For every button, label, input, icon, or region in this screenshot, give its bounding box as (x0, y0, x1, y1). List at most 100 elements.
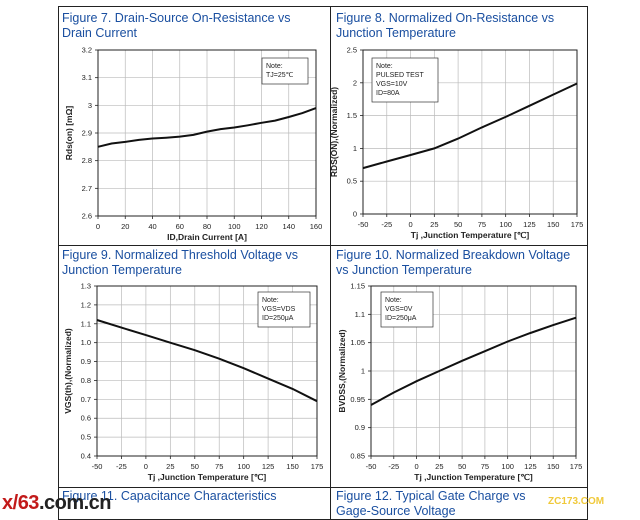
fig10-ytick-label: 0.95 (350, 395, 365, 404)
fig10-xtick-label: -25 (388, 462, 399, 471)
fig7-xtick-label: 100 (228, 222, 241, 231)
fig10-note-text: ID=250μA (385, 315, 417, 322)
fig10-ytick-label: 1.05 (350, 338, 365, 347)
fig10-note-text: VGS=0V (385, 306, 413, 313)
fig9-title: Figure 9. Normalized Threshold Voltage v… (62, 248, 298, 277)
fig7-xtick-label: 0 (96, 222, 100, 231)
fig10-xtick-label: -50 (366, 462, 377, 471)
fig7-plot-area (97, 49, 317, 217)
fig8-ytick-label: 0.5 (347, 177, 357, 186)
fig7-ytick-label: 2.8 (82, 156, 92, 165)
fig9-note-text: ID=250μA (262, 315, 294, 322)
fig8-ytick-label: 2 (353, 78, 357, 87)
fig9-xtick-label: 25 (166, 462, 174, 471)
fig8-plot-area (362, 49, 578, 215)
fig7-title: Figure 7. Drain-Source On-Resistance vs … (62, 11, 291, 40)
fig10-y-axis-label: BVDSS,(Normalized) (337, 329, 347, 412)
fig7-xtick-label: 60 (176, 222, 184, 231)
fig8-xtick-label: 50 (454, 220, 462, 229)
fig9-xtick-label: 100 (237, 462, 250, 471)
fig9-ytick-label: 0.9 (81, 357, 91, 366)
fig10-xtick-label: 100 (501, 462, 514, 471)
fig9-xtick-label: 50 (191, 462, 199, 471)
fig7-xtick-label: 160 (310, 222, 323, 231)
fig7-ytick-label: 3 (88, 101, 92, 110)
fig9-ytick-label: 1.3 (81, 282, 91, 291)
fig11-title: Figure 11. Capacitance Characteristics (62, 489, 277, 503)
fig9-ytick-label: 1.1 (81, 319, 91, 328)
fig9-ytick-label: 0.4 (81, 452, 91, 461)
fig10-note-box (380, 291, 434, 328)
fig9-xtick-label: 0 (144, 462, 148, 471)
fig7-series-line (97, 107, 317, 148)
fig10-ytick-label: 0.9 (355, 423, 365, 432)
fig9-x-axis-label: Tj ,Junction Temperature [℃] (148, 472, 267, 482)
fig9-xtick-label: 150 (286, 462, 299, 471)
fig10-ytick-label: 1 (361, 367, 365, 376)
fig7-note-box (261, 57, 309, 85)
fig7-ytick-label: 2.6 (82, 212, 92, 221)
fig9-xtick-label: 175 (311, 462, 324, 471)
fig8-ytick-label: 0 (353, 210, 357, 219)
fig8-note-text: ID=80A (376, 90, 400, 97)
fig10-xtick-label: 75 (481, 462, 489, 471)
site-watermark-left: x/63.com.cn (2, 492, 112, 514)
fig8-xtick-label: -25 (381, 220, 392, 229)
fig8-xtick-label: 150 (547, 220, 560, 229)
fig7-note-text: TJ=25℃ (266, 72, 294, 79)
fig8-x-axis-label: Tj ,Junction Temperature [℃] (411, 230, 530, 240)
fig7-xtick-label: 140 (282, 222, 295, 231)
fig8-y-axis-label: RDS(ON),(Normalized) (329, 87, 339, 177)
fig9-note-box (257, 291, 311, 328)
fig9-ytick-label: 0.8 (81, 376, 91, 385)
fig9-note-text: Note: (262, 297, 279, 304)
fig8-ytick-label: 2.5 (347, 46, 357, 55)
fig7-xtick-label: 80 (203, 222, 211, 231)
fig7-ytick-label: 3.2 (82, 46, 92, 55)
fig9-xtick-label: 75 (215, 462, 223, 471)
fig7-ytick-label: 2.9 (82, 129, 92, 138)
fig7-xtick-label: 20 (121, 222, 129, 231)
fig10-note-text: Note: (385, 297, 402, 304)
fig9-xtick-label: -25 (116, 462, 127, 471)
fig7-note-text: Note: (266, 63, 283, 70)
fig10-xtick-label: 175 (570, 462, 583, 471)
fig9-ytick-label: 0.5 (81, 433, 91, 442)
fig10-title: Figure 10. Normalized Breakdown Voltage … (336, 248, 571, 277)
fig7-y-axis-label: Rds(on) [mΩ] (64, 106, 74, 161)
panel-divider-horizontal-bottom (58, 487, 588, 488)
fig8-xtick-label: 100 (499, 220, 512, 229)
fig8-note-text: VGS=10V (376, 81, 408, 88)
fig8-ytick-label: 1 (353, 144, 357, 153)
site-watermark-right: ZC173.COM (548, 496, 605, 507)
fig8-note-box (371, 57, 439, 103)
panel-divider-horizontal (58, 245, 588, 246)
fig9-xtick-label: 125 (262, 462, 275, 471)
fig7-x-axis-label: ID,Drain Current [A] (167, 232, 247, 242)
fig8-note-text: Note: (376, 63, 393, 70)
fig10-xtick-label: 125 (524, 462, 537, 471)
fig10-xtick-label: 25 (435, 462, 443, 471)
fig10-ytick-label: 1.1 (355, 310, 365, 319)
fig9-ytick-label: 1.2 (81, 300, 91, 309)
fig9-plot-area (96, 285, 318, 457)
fig8-xtick-label: 0 (408, 220, 412, 229)
fig9-note-text: VGS=VDS (262, 306, 296, 313)
fig7-ytick-label: 3.1 (82, 73, 92, 82)
fig9-y-axis-label: VGS(th),(Normalized) (63, 328, 73, 414)
fig12-title: Figure 12. Typical Gate Charge vs Gage-S… (336, 489, 526, 518)
panel-divider-vertical (330, 6, 331, 520)
fig10-xtick-label: 50 (458, 462, 466, 471)
fig10-plot-area (370, 285, 577, 457)
fig8-xtick-label: 125 (523, 220, 536, 229)
fig10-ytick-label: 0.85 (350, 452, 365, 461)
fig9-ytick-label: 0.6 (81, 414, 91, 423)
fig9-ytick-label: 1.0 (81, 338, 91, 347)
fig10-xtick-label: 150 (547, 462, 560, 471)
fig7-xtick-label: 40 (148, 222, 156, 231)
fig10-x-axis-label: Tj ,Junction Temperature [℃] (414, 472, 533, 482)
fig9-series-line (96, 319, 318, 403)
fig8-note-text: PULSED TEST (376, 72, 424, 79)
fig8-xtick-label: 175 (571, 220, 584, 229)
